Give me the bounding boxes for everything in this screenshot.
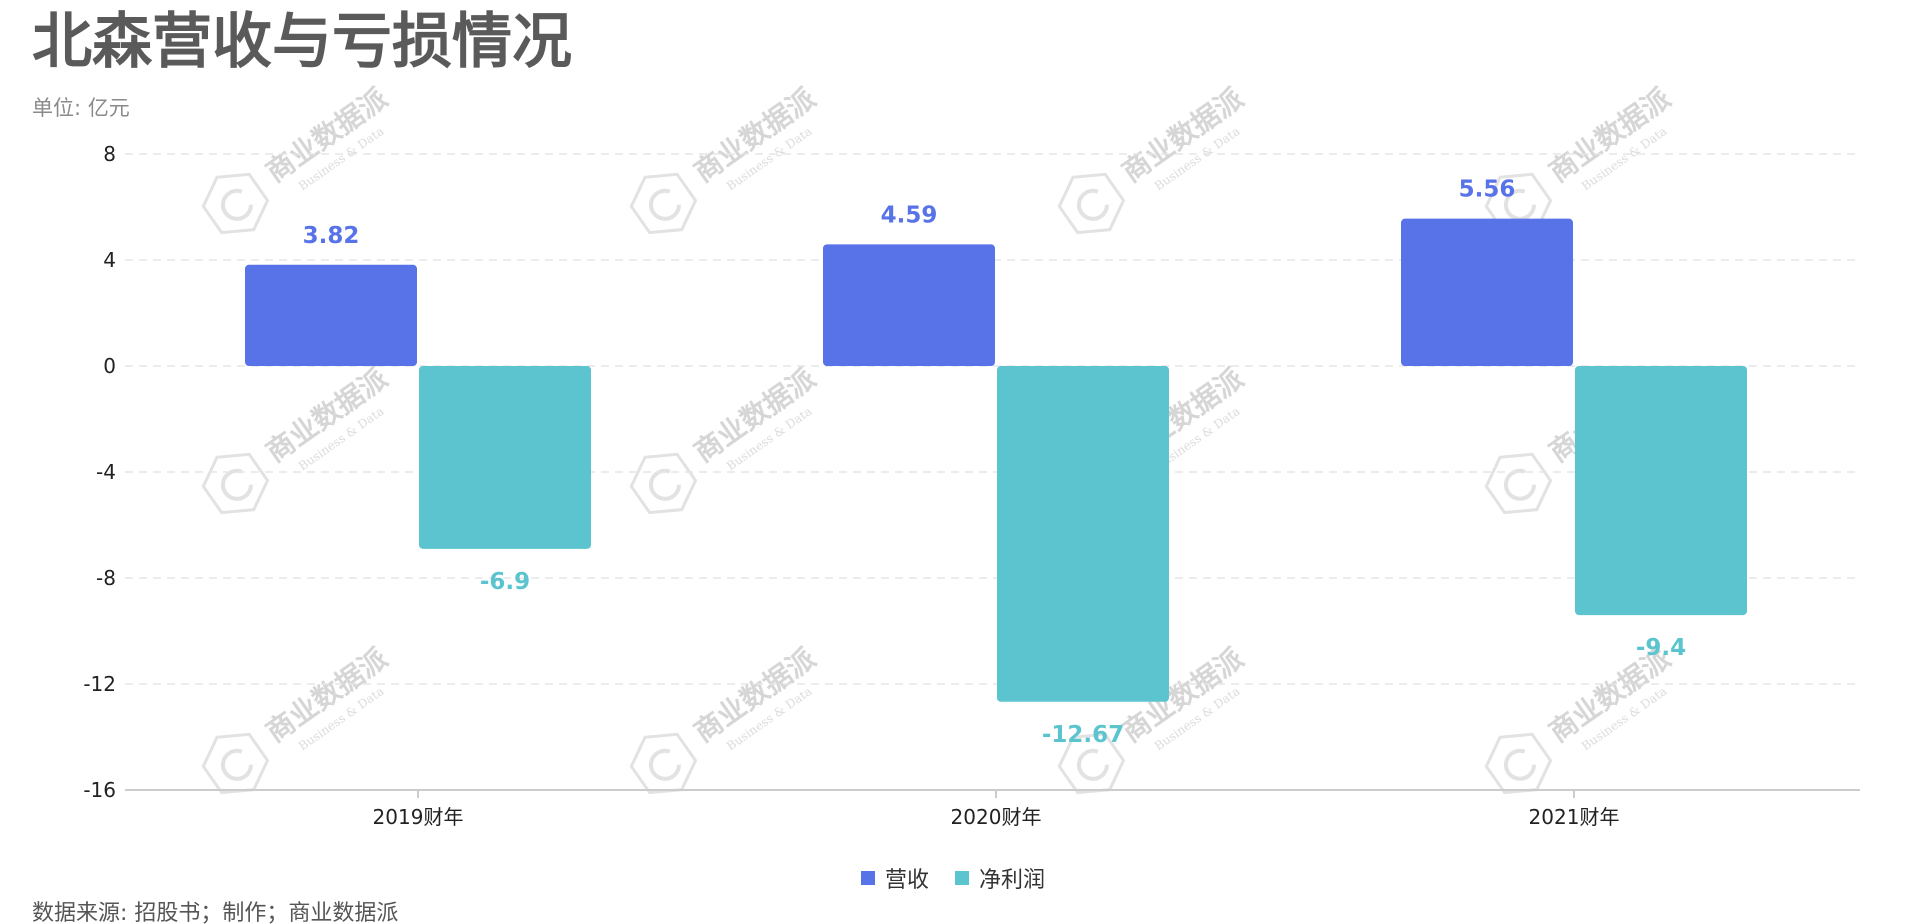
watermark-logo-icon <box>1057 172 1126 235</box>
y-tick-label: -4 <box>96 460 116 484</box>
data-label-net-profit: -6.9 <box>480 569 530 595</box>
watermark-logo-icon <box>629 172 698 235</box>
watermark-logo-icon <box>201 452 270 515</box>
data-label-revenue: 4.59 <box>881 202 938 228</box>
bar-net-profit[interactable] <box>419 366 591 549</box>
watermark-logo-c-icon <box>649 188 681 221</box>
watermark-logo-icon <box>201 172 270 235</box>
legend-swatch-revenue <box>860 871 875 885</box>
y-tick-label: 8 <box>103 142 116 166</box>
watermark-logo-c-icon <box>1077 748 1109 781</box>
data-source-note: 数据来源: 招股书；制作；商业数据派 <box>32 901 399 924</box>
chart-legend: 营收 净利润 <box>0 862 1906 894</box>
data-label-net-profit: -12.67 <box>1042 722 1124 748</box>
data-label-revenue: 3.82 <box>303 223 360 249</box>
y-tick-label: -8 <box>96 566 116 590</box>
watermark-logo-icon <box>1484 452 1553 515</box>
x-axis: 2019财年 2020财年 2021财年 <box>125 789 1860 829</box>
data-labels: 3.82 -6.9 4.59 -12.67 5.56 -9.4 <box>303 177 1687 748</box>
watermark-logo-c-icon <box>649 748 681 781</box>
watermark-logo-icon <box>629 732 698 795</box>
watermark-logo-icon <box>1057 732 1126 795</box>
x-tick-label: 2021财年 <box>1529 805 1620 829</box>
bar-revenue[interactable] <box>823 244 995 366</box>
x-tick-label: 2020财年 <box>951 805 1042 829</box>
y-tick-label: -16 <box>83 778 116 802</box>
chart-title: 北森营收与亏损情况 <box>32 7 572 77</box>
watermark-logo-icon <box>1484 732 1553 795</box>
watermark-logo-c-icon <box>1504 748 1536 781</box>
x-tick-label: 2019财年 <box>373 805 464 829</box>
y-tick-label: 4 <box>103 248 116 272</box>
bar-revenue[interactable] <box>245 264 417 366</box>
data-label-revenue: 5.56 <box>1459 177 1516 203</box>
bar-net-profit[interactable] <box>1575 366 1747 616</box>
watermark-logo-c-icon <box>221 748 253 781</box>
legend-label-profit: 净利润 <box>979 868 1046 893</box>
watermark-logo-icon <box>629 452 698 515</box>
watermark-logo-c-icon <box>221 468 253 501</box>
watermark-logo-c-icon <box>1504 188 1536 221</box>
legend-item-profit[interactable]: 净利润 <box>955 862 1045 894</box>
legend-label-revenue: 营收 <box>884 868 929 893</box>
watermark-logo-c-icon <box>1077 188 1109 221</box>
legend-swatch-profit <box>955 871 969 885</box>
bar-net-profit[interactable] <box>997 366 1169 702</box>
bar-series <box>245 218 1747 702</box>
y-tick-label: 0 <box>103 354 116 378</box>
y-axis: 8 4 0 -4 -8 -12 -16 <box>83 142 116 802</box>
bar-revenue[interactable] <box>1401 218 1573 366</box>
data-label-net-profit: -9.4 <box>1636 635 1686 661</box>
legend-item-revenue[interactable]: 营收 <box>860 862 929 894</box>
y-tick-label: -12 <box>83 672 116 696</box>
unit-label: 单位: 亿元 <box>32 96 130 120</box>
watermark-logo-icon <box>201 732 270 795</box>
watermark-logo-c-icon <box>221 188 253 221</box>
